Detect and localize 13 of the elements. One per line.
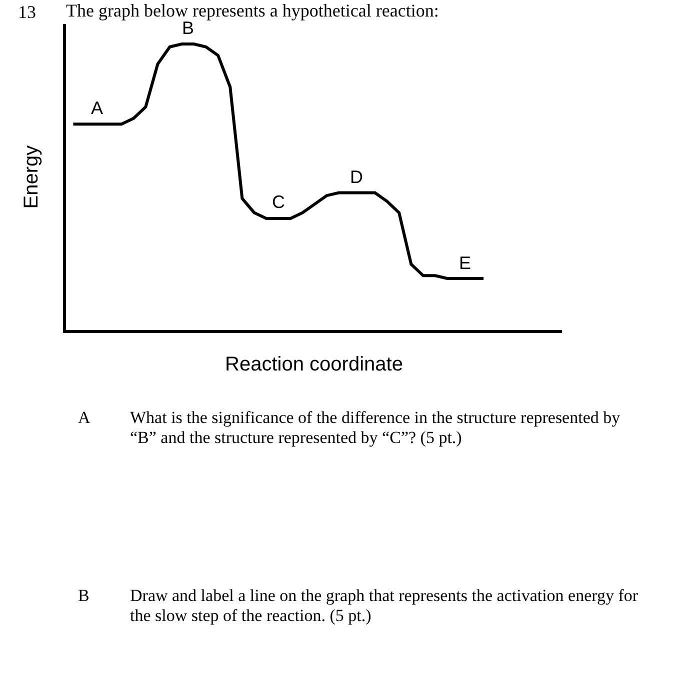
annotation: A [91,98,104,118]
annotation: D [350,167,363,187]
annotation: B [182,18,194,38]
y-axis-title: Energy [20,145,42,209]
text: B [78,586,90,606]
text: 13 [18,2,36,23]
chart-title: The graph below represents a hypothetical reaction: [66,0,439,21]
text: Draw and label a line on the graph that represents the activation energy for the slow step of the reaction. (5 pt.) [130,586,640,626]
annotation: C [272,192,285,212]
x-axis-title: Reaction coordinate [225,354,403,376]
text: A [78,408,90,428]
annotation: E [459,253,472,273]
text: What is the significance of the difference in the structure represented by “B” and the structure represented by “C”? (5 pt.) [130,408,622,448]
